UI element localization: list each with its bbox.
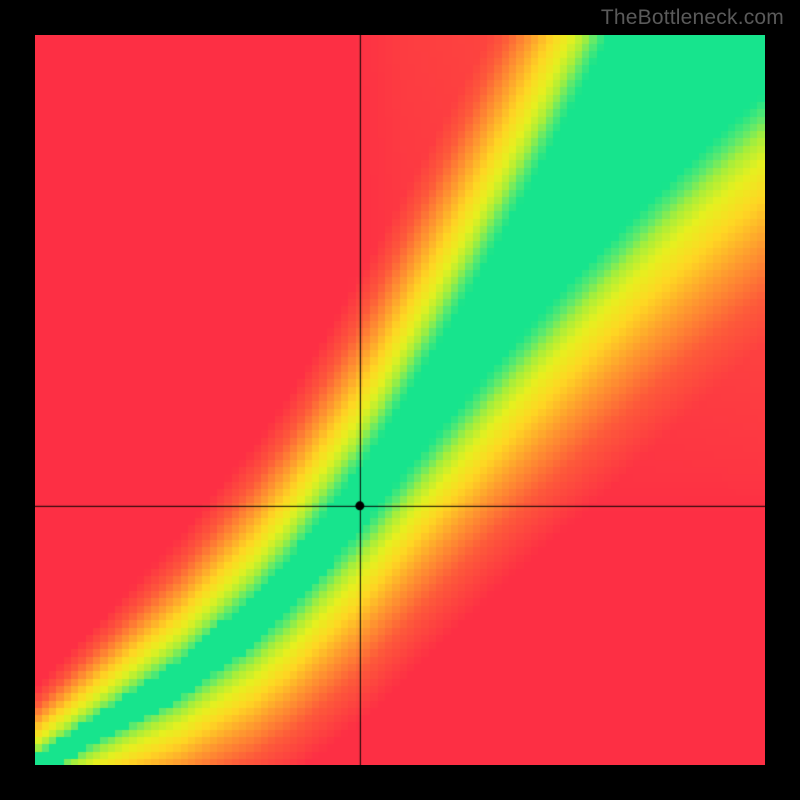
watermark-text: TheBottleneck.com [601, 6, 784, 30]
heatmap-canvas [35, 35, 765, 765]
chart-container: TheBottleneck.com [0, 0, 800, 800]
plot-area [35, 35, 765, 765]
